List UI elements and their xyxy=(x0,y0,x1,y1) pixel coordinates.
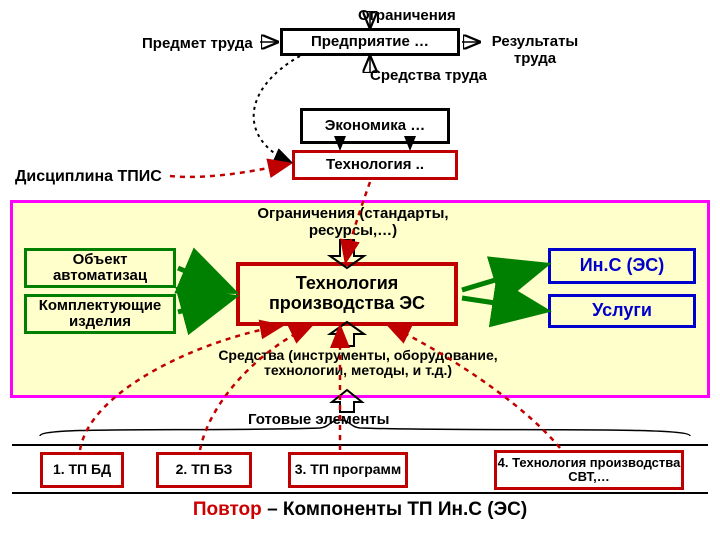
text-ins-es: Ин.С (ЭС) xyxy=(580,256,665,276)
text-ekonomika: Экономика … xyxy=(325,118,426,135)
box-tp-bz: 2. ТП БЗ xyxy=(156,452,252,488)
box-komplekt: Комплектующие изделия xyxy=(24,294,176,334)
text-tp-bd: 1. ТП БД xyxy=(53,462,111,477)
label-rezultaty: Результаты труда xyxy=(480,34,590,67)
text-tp-bz: 2. ТП БЗ xyxy=(176,462,233,477)
label-sredstva-truda: Средства труда xyxy=(370,68,487,85)
box-obj-avto: Объект автоматизац xyxy=(24,248,176,288)
box-tp-bd: 1. ТП БД xyxy=(40,452,124,488)
box-technologiya: Технология .. xyxy=(292,150,458,180)
text-technologiya: Технология .. xyxy=(326,157,424,174)
diagram-canvas: Ограничения Предмет труда Предприятие … … xyxy=(0,0,720,540)
text-komplekt: Комплектующие изделия xyxy=(27,298,173,331)
text-tp-prog: 3. ТП программ xyxy=(295,462,402,477)
box-tech-proizv: Технология производства ЭС xyxy=(236,262,458,326)
label-gotovye: Готовые элементы xyxy=(248,412,389,429)
text-tp-svt: 4. Технология производства СВТ,… xyxy=(497,456,681,485)
title-red: Повтор xyxy=(193,499,262,520)
label-sredstva: Средства (инструменты, оборудование, тех… xyxy=(188,348,528,379)
box-ins-es: Ин.С (ЭС) xyxy=(548,248,696,284)
box-tp-prog: 3. ТП программ xyxy=(288,452,408,488)
box-ekonomika: Экономика … xyxy=(300,108,450,144)
title-rest: – Компоненты ТП Ин.С (ЭС) xyxy=(267,499,527,520)
title: Повтор – Компоненты ТП Ин.С (ЭС) xyxy=(100,500,620,521)
text-uslugi: Услуги xyxy=(592,301,652,321)
box-uslugi: Услуги xyxy=(548,294,696,328)
text-obj-avto: Объект автоматизац xyxy=(27,252,173,285)
label-predmet-truda: Предмет труда xyxy=(142,36,253,53)
text-tech-proizv: Технология производства ЭС xyxy=(240,274,454,314)
label-distsiplina: Дисциплина ТПИС xyxy=(15,168,162,186)
label-ogr-std: Ограничения (стандарты, ресурсы,…) xyxy=(228,206,478,239)
text-predpriyatie: Предприятие … xyxy=(311,34,429,51)
box-tp-svt: 4. Технология производства СВТ,… xyxy=(494,450,684,490)
box-predpriyatie: Предприятие … xyxy=(280,28,460,56)
label-ogranicheniya: Ограничения xyxy=(358,8,456,25)
